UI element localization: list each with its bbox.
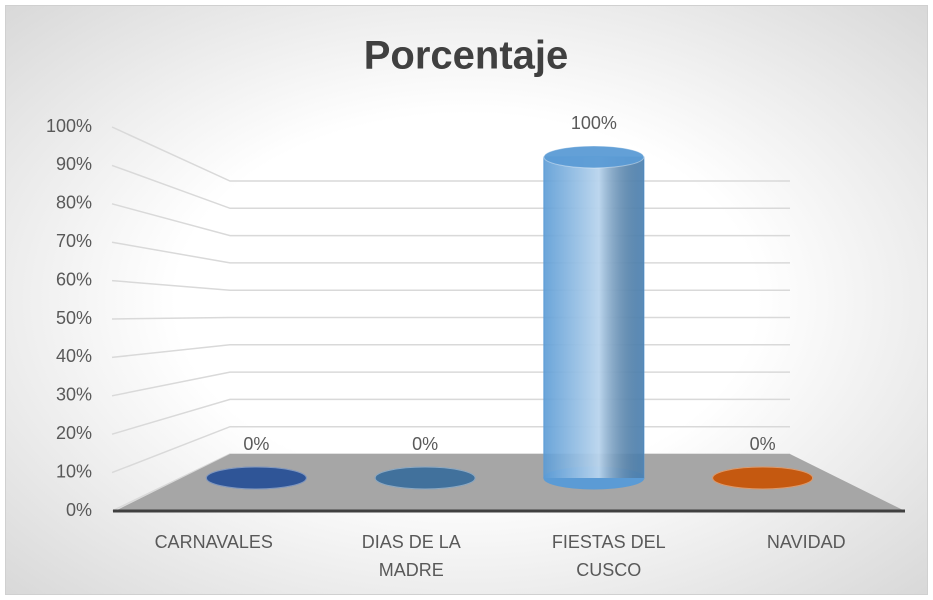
x-tick-label: NAVIDAD bbox=[766, 532, 846, 552]
y-tick-label: 20% bbox=[56, 423, 92, 443]
data-label: 0% bbox=[750, 434, 776, 454]
y-tick-label: 60% bbox=[56, 269, 92, 289]
y-tick-label: 50% bbox=[56, 308, 92, 328]
data-label: 0% bbox=[412, 434, 438, 454]
bar-shine bbox=[543, 157, 644, 478]
bar-top bbox=[205, 466, 307, 490]
data-label: 0% bbox=[243, 434, 269, 454]
x-tick-label: FIESTAS DEL CUSCO bbox=[551, 532, 666, 580]
y-tick-label: 40% bbox=[56, 346, 92, 366]
y-tick-label: 80% bbox=[56, 193, 92, 213]
floor bbox=[115, 454, 905, 511]
y-tick-label: 30% bbox=[56, 385, 92, 405]
data-label: 100% bbox=[571, 113, 617, 133]
bar-top bbox=[712, 466, 814, 490]
y-tick-label: 10% bbox=[56, 461, 92, 481]
chart-title: Porcentaje bbox=[364, 34, 569, 78]
bar-top bbox=[543, 145, 645, 169]
y-tick-label: 0% bbox=[66, 500, 92, 520]
y-tick-label: 70% bbox=[56, 231, 92, 251]
x-tick-label: DIAS DE LA MADRE bbox=[361, 532, 461, 580]
x-tick-label: CARNAVALES bbox=[154, 532, 273, 552]
y-tick-label: 90% bbox=[56, 154, 92, 174]
bar-top bbox=[374, 466, 476, 490]
y-tick-label: 100% bbox=[46, 116, 92, 136]
